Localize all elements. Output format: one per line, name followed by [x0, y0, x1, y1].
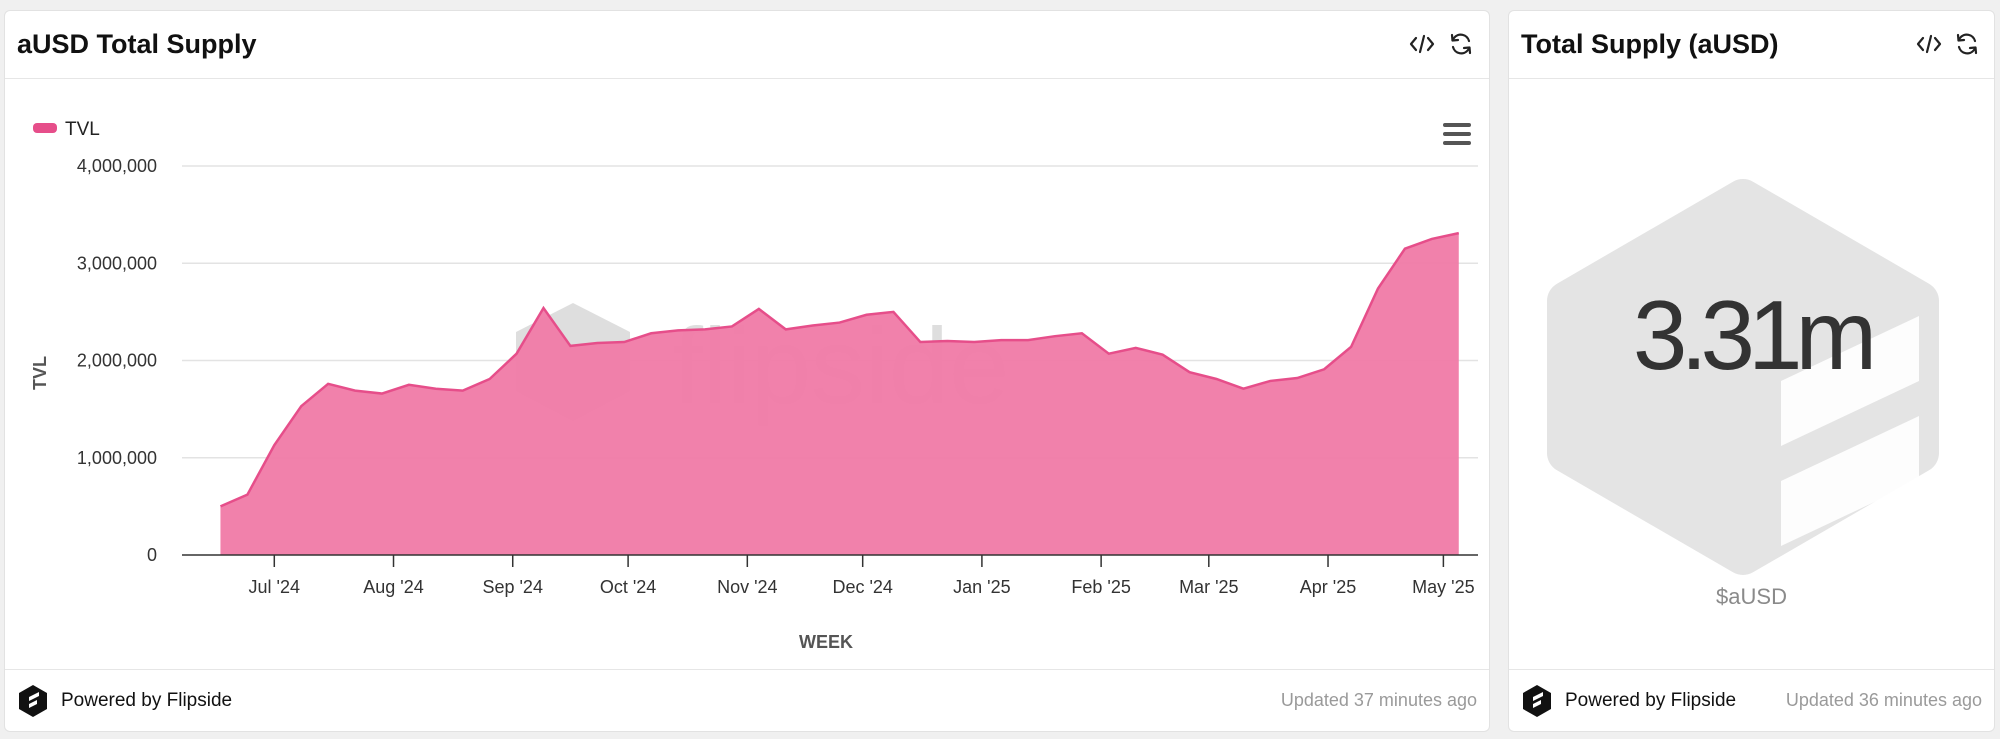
flipside-logo-background-icon — [1547, 179, 1939, 575]
tvl-area[interactable] — [220, 233, 1459, 556]
tvl-point[interactable] — [1077, 328, 1087, 338]
tvl-point[interactable] — [835, 318, 845, 328]
powered-by-link[interactable]: Powered by Flipside — [17, 684, 232, 718]
powered-by-label: Powered by Flipside — [61, 690, 233, 711]
tvl-point[interactable] — [1131, 343, 1141, 353]
tvl-point[interactable] — [215, 501, 225, 511]
tvl-point[interactable] — [242, 490, 252, 500]
x-tick-label: Feb '25 — [1071, 577, 1130, 597]
tvl-point[interactable] — [1158, 350, 1168, 360]
tvl-point[interactable] — [1373, 284, 1383, 294]
x-tick-label: Oct '24 — [600, 577, 656, 597]
x-tick-label: Mar '25 — [1179, 577, 1238, 597]
tvl-point[interactable] — [888, 307, 898, 317]
powered-by-link[interactable]: Powered by Flipside — [1521, 684, 1736, 718]
tvl-point[interactable] — [269, 440, 279, 450]
flipside-logo-icon — [19, 685, 47, 717]
flipside-logo-icon — [1523, 685, 1551, 717]
tvl-area-chart: flipside 01,000,0002,000,0003,000,0004,0… — [30, 119, 1478, 652]
powered-by-label: Powered by Flipside — [1565, 690, 1737, 711]
tvl-point[interactable] — [592, 338, 602, 348]
tvl-point[interactable] — [673, 325, 683, 335]
tvl-point[interactable] — [862, 310, 872, 320]
tvl-point[interactable] — [700, 324, 710, 334]
x-axis-title: WEEK — [799, 632, 853, 652]
x-tick-label: Nov '24 — [717, 577, 777, 597]
tvl-point[interactable] — [996, 335, 1006, 345]
panel-title: aUSD Total Supply — [17, 29, 257, 59]
x-tick-label: Apr '25 — [1300, 577, 1356, 597]
legend-label: TVL — [65, 119, 100, 140]
panel-footer: Powered by Flipside Updated 36 minutes a… — [1509, 669, 1994, 731]
tvl-point[interactable] — [781, 324, 791, 334]
tvl-point[interactable] — [1185, 367, 1195, 377]
x-tick-label: Jul '24 — [249, 577, 300, 597]
tvl-point[interactable] — [754, 304, 764, 314]
y-tick-label: 2,000,000 — [77, 351, 157, 371]
tvl-point[interactable] — [1319, 364, 1329, 374]
tvl-point[interactable] — [512, 349, 522, 359]
hamburger-menu-icon[interactable] — [1443, 123, 1471, 145]
panel-title: Total Supply (aUSD) — [1521, 29, 1779, 59]
tvl-point[interactable] — [485, 374, 495, 384]
y-tick-label: 4,000,000 — [77, 156, 157, 176]
tvl-point[interactable] — [323, 379, 333, 389]
tvl-point[interactable] — [969, 337, 979, 347]
tvl-point[interactable] — [404, 380, 414, 390]
tvl-point[interactable] — [565, 341, 575, 351]
code-icon[interactable] — [1407, 29, 1437, 59]
y-tick-label: 0 — [147, 545, 157, 565]
tvl-point[interactable] — [458, 386, 468, 396]
tvl-point[interactable] — [808, 320, 818, 330]
tvl-point[interactable] — [942, 336, 952, 346]
tvl-point[interactable] — [1400, 244, 1410, 254]
updated-timestamp: Updated 36 minutes ago — [1785, 690, 1982, 710]
panel-footer: Powered by Flipside Updated 37 minutes a… — [5, 669, 1489, 731]
tvl-point[interactable] — [431, 384, 441, 394]
total-supply-unit: $aUSD — [1716, 584, 1787, 609]
tvl-point[interactable] — [619, 337, 629, 347]
x-tick-label: May '25 — [1412, 577, 1474, 597]
legend-item-tvl[interactable]: TVL — [33, 119, 100, 140]
tvl-point[interactable] — [646, 328, 656, 338]
tvl-point[interactable] — [1292, 373, 1302, 383]
tvl-point[interactable] — [1427, 234, 1437, 244]
refresh-icon[interactable] — [1952, 29, 1982, 59]
panel-header: Total Supply (aUSD) — [1509, 11, 1994, 79]
total-supply-value: 3.31m — [1632, 280, 1877, 390]
tvl-point[interactable] — [915, 337, 925, 347]
tvl-point[interactable] — [538, 303, 548, 313]
chart-panel: aUSD Total Supply flipside 01,000,0002,0… — [4, 10, 1490, 732]
tvl-point[interactable] — [296, 401, 306, 411]
y-tick-label: 3,000,000 — [77, 253, 157, 273]
tvl-point[interactable] — [1265, 376, 1275, 386]
updated-timestamp: Updated 37 minutes ago — [1280, 690, 1477, 710]
tvl-point[interactable] — [1050, 331, 1060, 341]
tvl-point[interactable] — [727, 321, 737, 331]
tvl-point[interactable] — [1454, 228, 1464, 238]
x-tick-label: Dec '24 — [832, 577, 892, 597]
y-axis-title: TVL — [30, 356, 50, 390]
x-tick-label: Sep '24 — [482, 577, 543, 597]
tvl-point[interactable] — [350, 386, 360, 396]
tvl-point[interactable] — [1211, 374, 1221, 384]
y-tick-label: 1,000,000 — [77, 448, 157, 468]
tvl-point[interactable] — [377, 389, 387, 399]
panel-header: aUSD Total Supply — [5, 11, 1489, 79]
tvl-point[interactable] — [1346, 342, 1356, 352]
code-icon[interactable] — [1914, 29, 1944, 59]
x-tick-label: Jan '25 — [953, 577, 1010, 597]
legend-swatch — [33, 123, 57, 133]
refresh-icon[interactable] — [1446, 29, 1476, 59]
x-tick-label: Aug '24 — [363, 577, 424, 597]
tvl-point[interactable] — [1023, 335, 1033, 345]
tvl-line — [219, 231, 1460, 508]
tvl-point[interactable] — [1104, 349, 1114, 359]
tvl-point[interactable] — [1238, 384, 1248, 394]
big-number-panel: Total Supply (aUSD) 3.31m $aUSD Powered … — [1508, 10, 1995, 732]
